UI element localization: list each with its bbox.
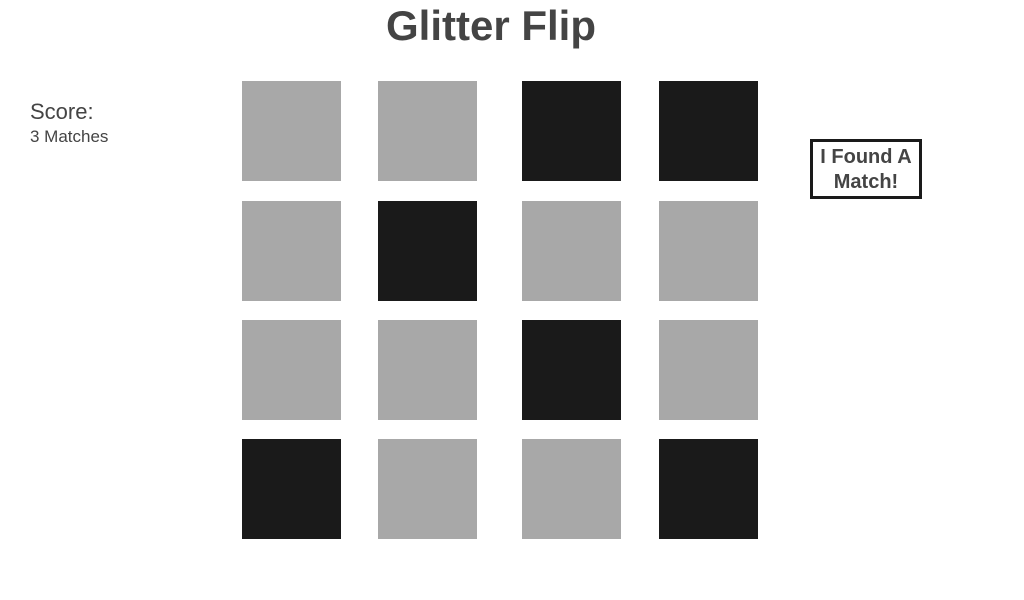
card-r3-c3[interactable]	[522, 320, 621, 420]
card-r1-c1[interactable]	[242, 81, 341, 181]
card-r4-c2[interactable]	[378, 439, 477, 539]
card-r2-c3[interactable]	[522, 201, 621, 301]
card-r4-c3[interactable]	[522, 439, 621, 539]
card-r2-c2[interactable]	[378, 201, 477, 301]
game-title: Glitter Flip	[386, 2, 596, 49]
score-value: 3 Matches	[30, 127, 109, 146]
card-r1-c4[interactable]	[659, 81, 758, 181]
card-r3-c1[interactable]	[242, 320, 341, 420]
card-r1-c2[interactable]	[378, 81, 477, 181]
card-r3-c4[interactable]	[659, 320, 758, 420]
card-r3-c2[interactable]	[378, 320, 477, 420]
score-label: Score:	[30, 99, 94, 124]
card-r1-c3[interactable]	[522, 81, 621, 181]
card-r4-c1[interactable]	[242, 439, 341, 539]
card-r4-c4[interactable]	[659, 439, 758, 539]
found-match-button[interactable]: I Found A Match!	[810, 139, 922, 199]
card-r2-c1[interactable]	[242, 201, 341, 301]
card-r2-c4[interactable]	[659, 201, 758, 301]
